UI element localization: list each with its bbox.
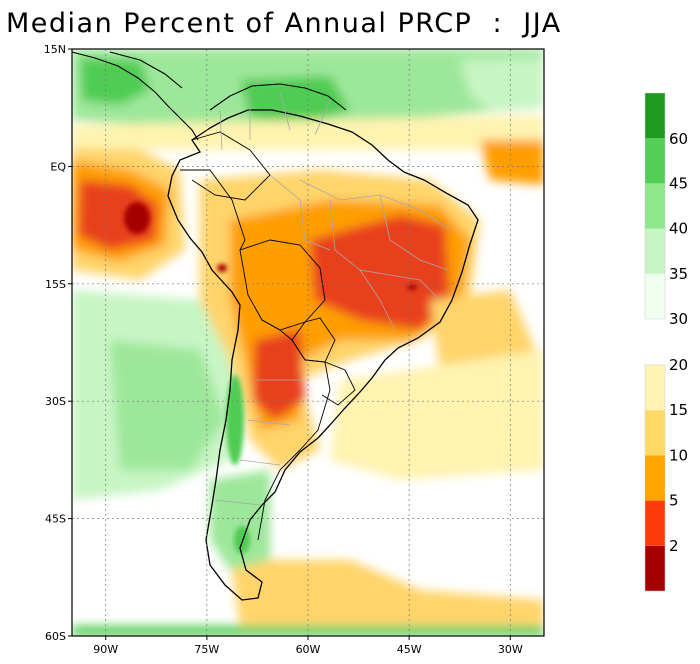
border-bolivia bbox=[239, 239, 326, 331]
lat-tick-label: 45S bbox=[45, 513, 66, 526]
colorbar-lower: 2 5 10 15 20 bbox=[644, 356, 688, 592]
field-eq-atl-orange bbox=[480, 140, 544, 185]
spot-andes-darkred bbox=[217, 264, 227, 272]
field-eq-pale bbox=[72, 115, 544, 150]
precip-field bbox=[72, 49, 544, 636]
field-atl-pale bbox=[330, 350, 544, 480]
map-panel bbox=[72, 49, 544, 636]
field-chaco-red bbox=[252, 330, 305, 420]
field-pac-south-green2 bbox=[110, 340, 225, 470]
colorbar-swatch bbox=[645, 410, 665, 456]
field-caribbean-green bbox=[240, 76, 350, 125]
caribbean-outline bbox=[209, 83, 347, 111]
colorbar-label: 45 bbox=[669, 174, 688, 192]
spot-patagonia-green bbox=[234, 526, 250, 554]
field-atl-north-green bbox=[460, 58, 544, 110]
state-borders bbox=[214, 91, 451, 506]
colorbar-label: 60 bbox=[669, 130, 688, 148]
colorbar-frame bbox=[644, 364, 666, 592]
field-brazil-red bbox=[310, 215, 450, 330]
lat-tick-label: 15S bbox=[45, 278, 66, 291]
lat-tick-label: 60S bbox=[45, 630, 66, 643]
colorbar-label: 30 bbox=[669, 310, 688, 328]
colorbar-label: 10 bbox=[669, 446, 688, 464]
spot-chile-green bbox=[226, 375, 244, 465]
lon-axis: 90W 75W 60W 45W 30W bbox=[93, 636, 523, 656]
country-borders bbox=[180, 131, 356, 541]
state-border-6 bbox=[214, 379, 300, 506]
state-border-7 bbox=[219, 91, 331, 151]
lon-tick-label: 45W bbox=[397, 643, 422, 656]
colorbar-label: 20 bbox=[669, 356, 688, 374]
colorbar-upper: 30 35 40 45 60 bbox=[644, 92, 688, 328]
colorbar-swatch bbox=[645, 545, 665, 591]
lon-tick-label: 60W bbox=[296, 643, 321, 656]
colorbar-swatch bbox=[645, 183, 665, 229]
field-patagonia-green bbox=[210, 470, 270, 570]
central-america-outline bbox=[72, 51, 199, 141]
colorbar-swatch bbox=[645, 500, 665, 546]
colorbar-swatch bbox=[645, 138, 665, 184]
spot-pacific-darkred bbox=[124, 202, 150, 234]
colorbar-label: 40 bbox=[669, 220, 688, 238]
gridlines bbox=[72, 49, 544, 636]
lon-tick-label: 75W bbox=[194, 643, 219, 656]
lon-tick-label: 90W bbox=[93, 643, 118, 656]
colorbar-swatch bbox=[645, 365, 665, 411]
lat-tick-label: 30S bbox=[45, 395, 66, 408]
chart-title: Median Percent of Annual PRCP : JJA bbox=[6, 8, 562, 39]
colorbar-frame bbox=[644, 92, 666, 320]
spot-brazil-darkred bbox=[407, 284, 417, 290]
border-argentina bbox=[257, 319, 331, 541]
field-north-darkgreen bbox=[80, 58, 150, 105]
field-south-yellow bbox=[230, 560, 544, 625]
border-uruguay bbox=[321, 361, 356, 406]
colorbar-label: 2 bbox=[669, 537, 679, 555]
lat-axis: 15N EQ 15S 30S 45S 60S bbox=[44, 43, 72, 643]
colorbar-swatch bbox=[645, 455, 665, 501]
state-border-3 bbox=[379, 194, 449, 271]
continent-outline bbox=[167, 109, 479, 601]
colorbar-label: 15 bbox=[669, 401, 688, 419]
colorbar-label: 5 bbox=[669, 492, 679, 510]
colorbar-swatch bbox=[645, 93, 665, 139]
state-border-4 bbox=[269, 174, 331, 251]
colorbar-swatch bbox=[645, 273, 665, 319]
state-border-5 bbox=[359, 269, 441, 301]
colorbar-swatch bbox=[645, 228, 665, 274]
lat-tick-label: 15N bbox=[44, 43, 66, 56]
lon-tick-label: 30W bbox=[498, 643, 523, 656]
colorbar-label: 35 bbox=[669, 265, 688, 283]
border-peru bbox=[180, 169, 246, 251]
lat-tick-label: EQ bbox=[50, 160, 66, 173]
